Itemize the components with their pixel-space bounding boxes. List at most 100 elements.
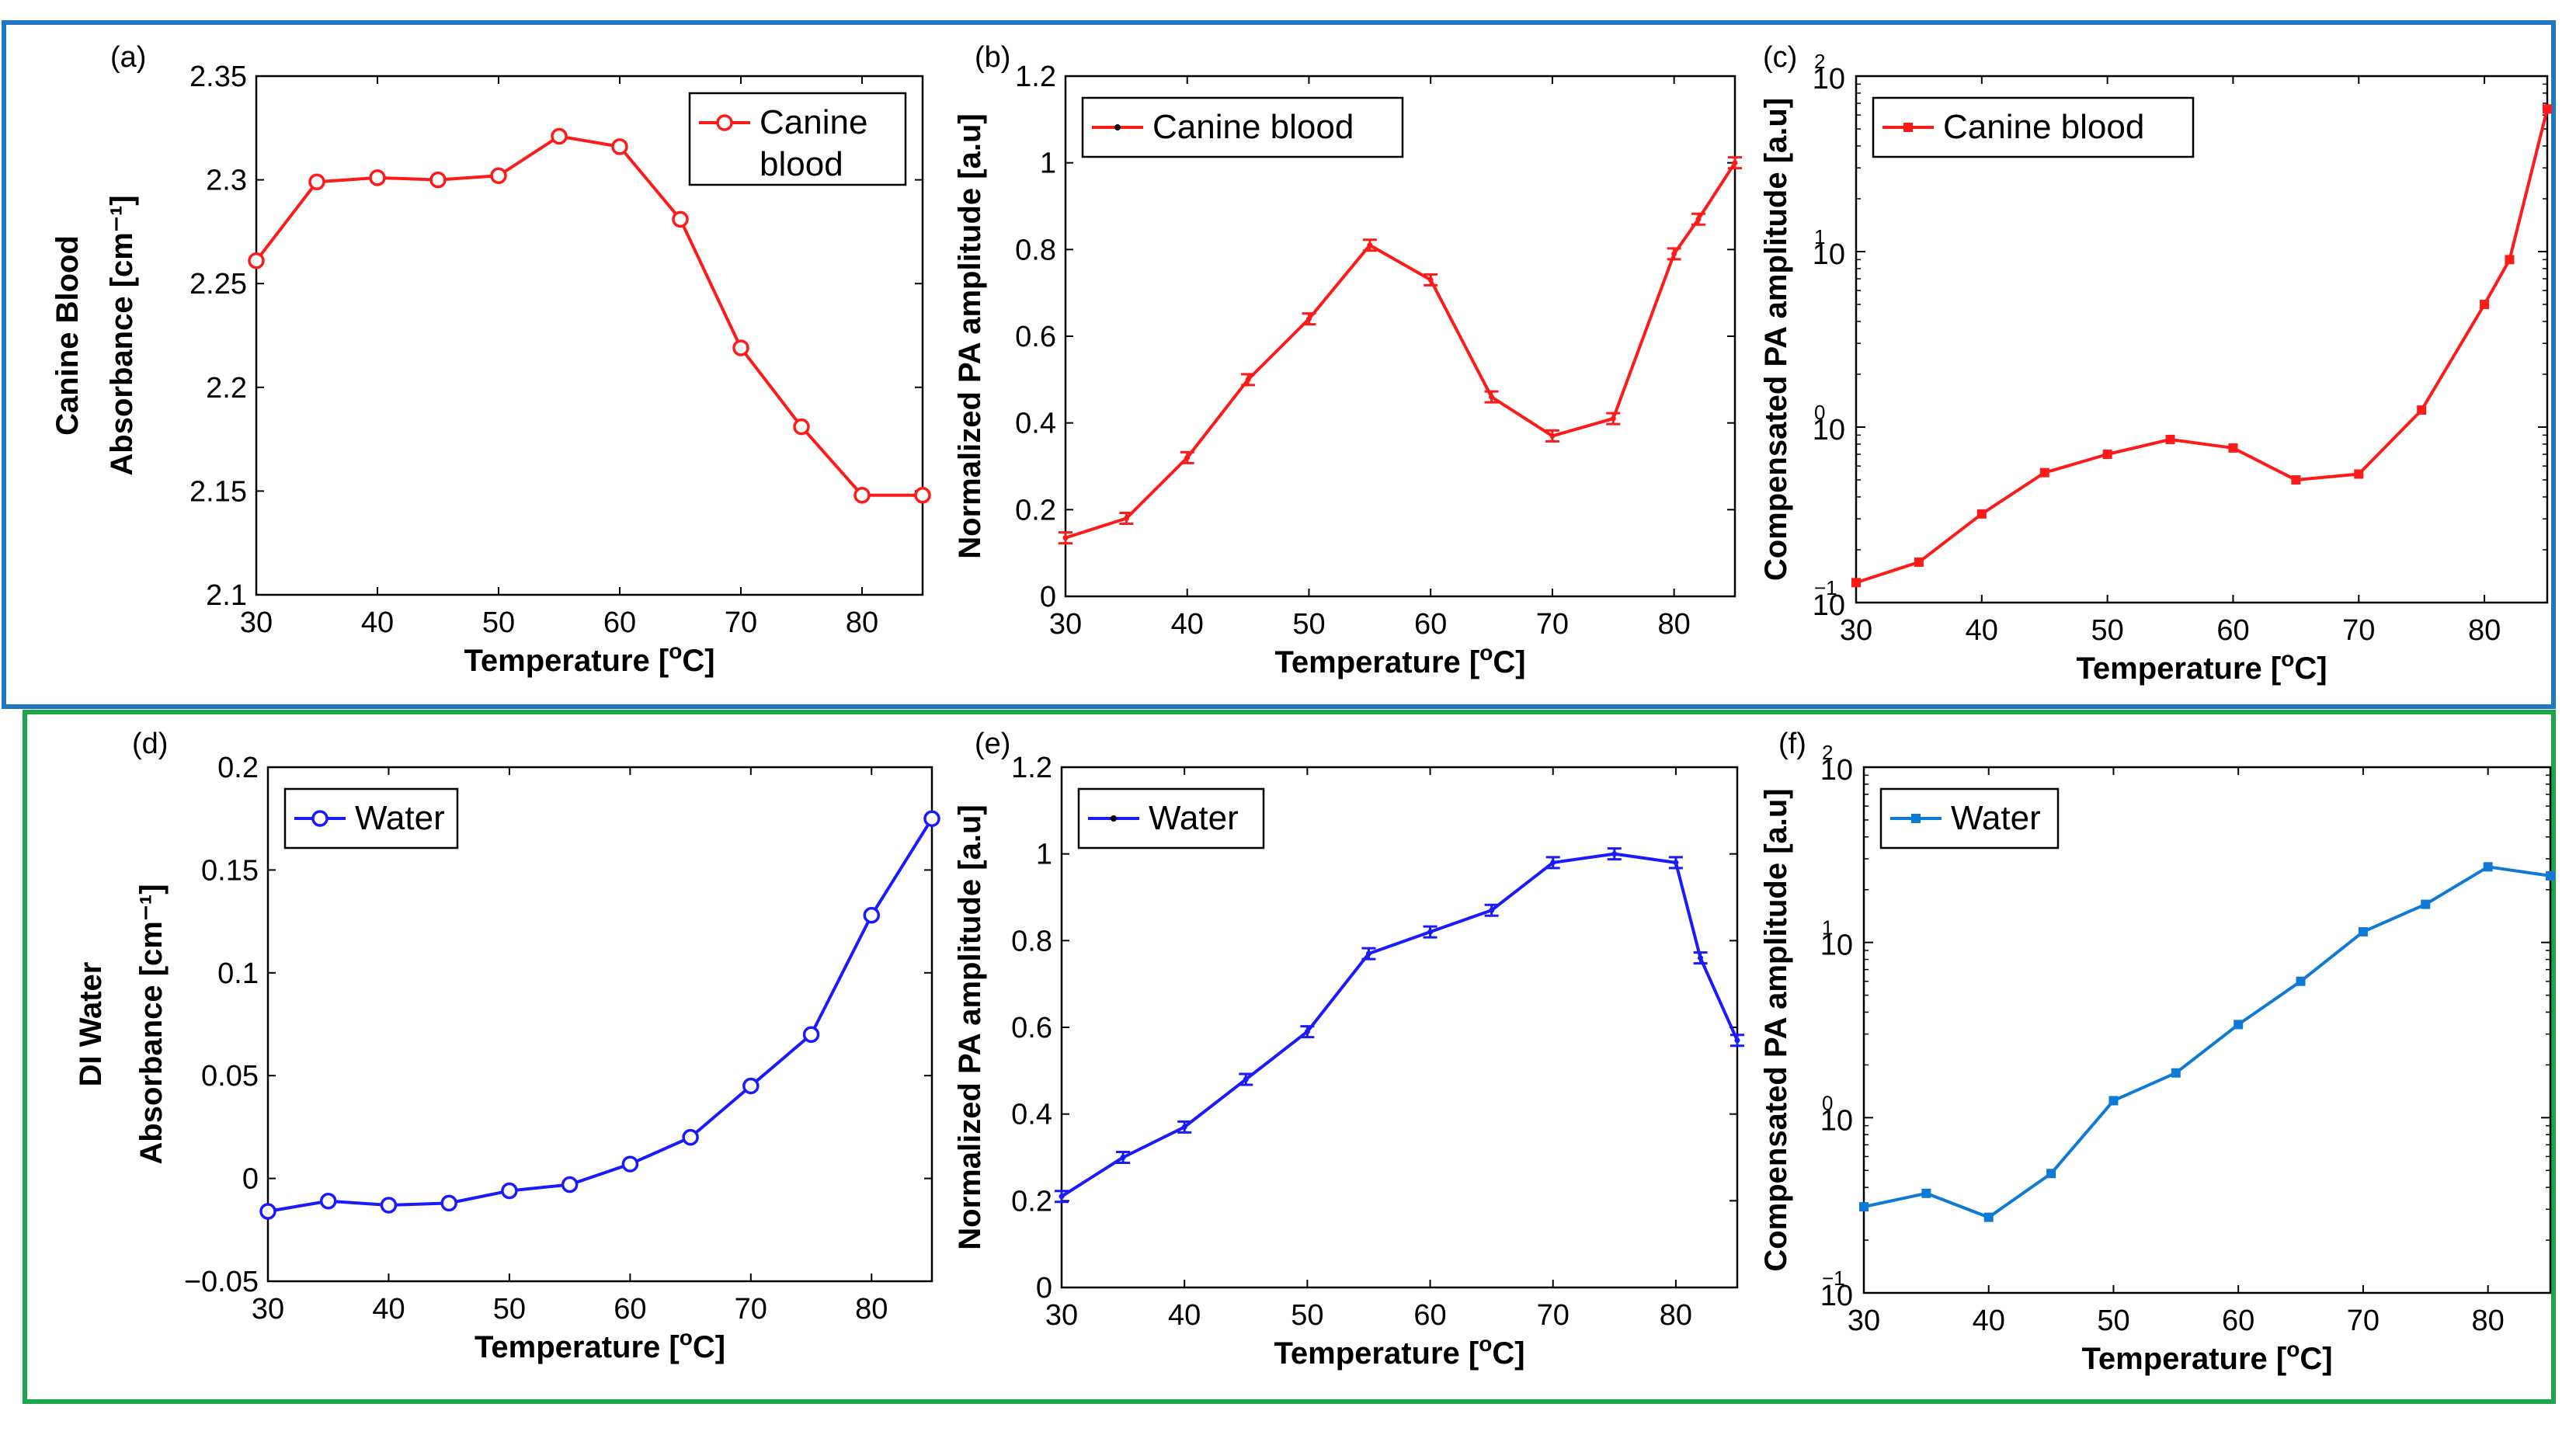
- data-point: [1859, 1202, 1869, 1212]
- panel-label: (d): [132, 728, 168, 760]
- data-point: [380, 1197, 398, 1214]
- x-axis-title: Temperature [oC]: [475, 1326, 725, 1364]
- x-tick-label: 80: [1657, 608, 1690, 641]
- data-point: [2483, 862, 2493, 872]
- y-tick-label: 2.1: [206, 579, 247, 612]
- x-tick-label: 70: [725, 606, 757, 639]
- x-axis-title-part: Temperature [: [1274, 1336, 1479, 1371]
- y-tick-label: 10: [1820, 1104, 1853, 1137]
- x-axis-title-part: C]: [2294, 651, 2327, 686]
- x-tick-label: 70: [1537, 1299, 1570, 1332]
- data-point: [1184, 454, 1191, 460]
- y-axis-title: Absorbance [cm⁻¹]: [105, 195, 139, 475]
- data-point: [2480, 300, 2490, 310]
- y-tick-label: 0.6: [1011, 1012, 1052, 1044]
- x-axis-title: Temperature [oC]: [1274, 641, 1525, 679]
- x-tick-label: 70: [2347, 1305, 2380, 1337]
- data-point: [2543, 104, 2552, 114]
- data-point: [611, 138, 628, 155]
- data-point: [1243, 1076, 1249, 1082]
- x-tick-label: 50: [1291, 1299, 1323, 1332]
- data-point: [1367, 242, 1373, 248]
- legend-swatch-marker: [1114, 124, 1121, 130]
- x-tick-label: 60: [1413, 1299, 1446, 1332]
- x-tick-label: 60: [1414, 608, 1447, 641]
- data-point: [853, 486, 871, 504]
- data-point: [501, 1182, 518, 1200]
- y-tick-label: 0.6: [1015, 321, 1056, 353]
- data-point: [1245, 377, 1251, 383]
- chart-panel-b: 30 40 50 60 70 80 0 0.2 0.4 0.6 0.8 1 1.2 Temperature…: [953, 41, 1742, 679]
- y-tick-label: 2.3: [206, 165, 247, 197]
- data-point: [1610, 415, 1616, 422]
- data-point: [1549, 433, 1556, 439]
- data-point: [1062, 535, 1069, 541]
- x-tick-label: 60: [2216, 614, 2249, 647]
- data-point: [2358, 926, 2368, 936]
- data-point: [440, 1194, 457, 1212]
- x-axis-title-part: Temperature [: [2076, 651, 2281, 686]
- panel-label: (e): [975, 728, 1010, 760]
- legend-entry-text: Water: [1951, 799, 2041, 837]
- panel-label: (c): [1763, 41, 1797, 74]
- x-axis-title: Temperature [oC]: [2081, 1337, 2332, 1376]
- y-tick-label: 1.2: [1011, 752, 1052, 784]
- x-tick-label: 70: [735, 1293, 767, 1326]
- data-point: [2039, 467, 2049, 478]
- x-tick-label: 50: [2097, 1305, 2129, 1337]
- x-tick-label: 40: [1973, 1305, 2005, 1337]
- data-point: [259, 1203, 276, 1220]
- data-point: [2108, 1096, 2119, 1106]
- data-point: [2234, 1020, 2244, 1030]
- data-point: [1181, 1124, 1187, 1130]
- legend-entry-text: Canine blood: [1152, 108, 1354, 146]
- x-tick-label: 70: [1536, 608, 1569, 641]
- y-tick-label: 10: [1820, 1280, 1853, 1312]
- data-point: [1611, 851, 1618, 857]
- y-tick-label: 10: [1813, 414, 1845, 446]
- series-line: [1863, 865, 2551, 1219]
- panel-label: (f): [1778, 728, 1806, 760]
- chart-panel-a: 30 40 50 60 70 80 2.1 2.15 2.2 2.25 2.3 2.35 Tempera…: [50, 41, 931, 678]
- data-point: [621, 1155, 639, 1173]
- data-point: [2417, 405, 2427, 415]
- plot-area-box: [1862, 766, 2552, 1294]
- x-tick-label: 80: [1660, 1299, 1692, 1332]
- data-point: [490, 167, 507, 185]
- x-tick-label: 80: [2471, 1305, 2504, 1337]
- y-tick-label: 10: [1813, 589, 1845, 622]
- x-axis-title-part: C]: [1493, 645, 1525, 679]
- x-axis-title-part: Temperature [: [2081, 1342, 2286, 1376]
- data-point: [1851, 578, 1861, 588]
- y-tick-exponent: 1: [1822, 916, 1833, 940]
- x-axis-title-part: C]: [682, 644, 714, 678]
- x-axis-title-sup: o: [669, 639, 682, 663]
- data-point: [923, 810, 940, 827]
- y-tick-label: 0.05: [201, 1060, 259, 1093]
- data-point: [682, 1128, 699, 1146]
- legend-entry-text: Water: [355, 799, 445, 837]
- panels-group: 30 40 50 60 70 80 2.1 2.15 2.2 2.25 2.3 2.35 Tempera…: [50, 41, 2555, 1376]
- legend-swatch-marker: [716, 114, 733, 131]
- series-line: [255, 134, 923, 497]
- x-tick-label: 50: [1292, 608, 1325, 641]
- x-tick-label: 50: [2091, 614, 2123, 647]
- y-axis-title: Compensated PA amplitude [a.u]: [1759, 98, 1793, 581]
- data-point: [672, 210, 689, 228]
- plot-area-box: [1855, 75, 2549, 604]
- plot-area-box: [266, 766, 933, 1283]
- data-point: [1365, 950, 1371, 957]
- legend-entry-text: Canine blood: [1943, 108, 2144, 146]
- data-point: [2228, 443, 2238, 453]
- x-axis-title-part: Temperature [: [464, 644, 669, 678]
- x-axis-title-sup: o: [2281, 647, 2294, 671]
- data-point: [914, 486, 931, 504]
- x-axis-title-part: Temperature [: [475, 1330, 680, 1364]
- y-tick-label: 0.15: [201, 854, 259, 887]
- y-tick-label: 0.4: [1011, 1099, 1052, 1131]
- data-point: [2165, 434, 2175, 444]
- y-tick-label: 0.8: [1015, 234, 1056, 266]
- y-axis-title: Canine Blood: [50, 235, 85, 436]
